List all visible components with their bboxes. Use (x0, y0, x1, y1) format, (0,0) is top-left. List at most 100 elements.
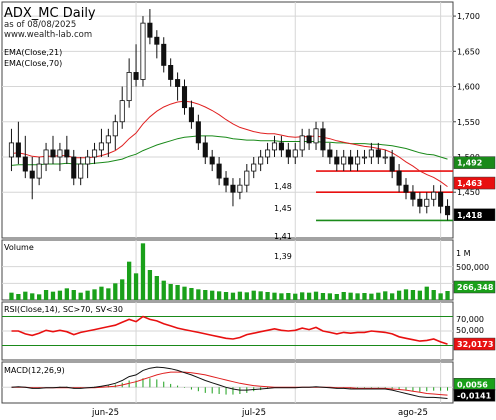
candle-body-47 (334, 156, 340, 165)
candle-body-14 (105, 135, 111, 144)
candle-body-25 (181, 86, 188, 109)
candle-body-63 (444, 205, 451, 216)
candle-body-50 (355, 156, 361, 165)
volume-bar-24 (175, 285, 180, 300)
candle-body-0 (8, 142, 15, 158)
volume-bar-1 (16, 294, 21, 300)
candle-body-32 (230, 184, 236, 193)
volume-bar-34 (244, 292, 249, 300)
candle-body-22 (161, 43, 167, 66)
price-tag-1-box (453, 176, 496, 190)
rsi-tick-70: 70,000 (456, 315, 484, 324)
candle-body-51 (361, 156, 368, 159)
candle-body-10 (78, 163, 84, 179)
level-lines (316, 170, 453, 222)
volume-bar-18 (133, 273, 139, 300)
source-url: www.wealth-lab.com (4, 30, 92, 40)
volume-bar-25 (182, 286, 187, 300)
ema21-line (11, 100, 448, 188)
candle-body-48 (341, 156, 347, 165)
price-tag-2-text: 1,418 (457, 211, 483, 220)
price-tag-0-box (453, 156, 496, 169)
volume-bar-52 (369, 293, 374, 300)
candle-body-18 (133, 72, 139, 80)
volume-bar-32 (230, 292, 236, 300)
ema-lines (11, 100, 448, 188)
rsi-pane (2, 315, 453, 346)
level-label-1-41: 1,41 (274, 232, 292, 241)
candle-body-52 (368, 149, 374, 158)
price-tick-label-3: 1,550 (457, 118, 480, 127)
level-label-1-45: 1,45 (274, 204, 292, 213)
candle-body-60 (424, 198, 430, 207)
candle-body-34 (244, 170, 250, 186)
candle-body-56 (396, 170, 402, 186)
volume-bar-8 (64, 288, 69, 300)
volume-tag-text: 266,348 (457, 283, 494, 292)
volume-bar-20 (147, 270, 153, 300)
volume-bar-12 (92, 289, 97, 300)
volume-bar-0 (9, 292, 14, 300)
volume-bar-60 (424, 286, 429, 300)
rsi-tag-text: 32,0173 (457, 340, 493, 349)
macd-line (11, 366, 448, 399)
rsi-line (11, 315, 448, 345)
price-tag-1-text: 1,463 (457, 179, 482, 188)
candle-body-44 (313, 128, 319, 144)
volume-bar-50 (355, 293, 360, 300)
candle-body-38 (271, 142, 278, 151)
candle-body-37 (265, 149, 271, 158)
volume-bar-11 (85, 290, 90, 300)
x-tick-jul: jul-25 (241, 408, 266, 418)
volume-bar-39 (279, 293, 284, 300)
candle-body-23 (168, 65, 174, 80)
volume-bar-9 (71, 290, 76, 300)
price-tick-label-2: 1,600 (457, 83, 480, 92)
candle-body-21 (154, 36, 160, 45)
ema70-label: EMA(Close,70) (4, 59, 62, 68)
x-tick-jun: jun-25 (91, 408, 119, 418)
macd-tag-1-text: -0,0141 (457, 391, 492, 400)
candle-body-35 (251, 163, 257, 172)
price-tag-2-box (453, 208, 496, 222)
price-tick-label-0: 1,700 (457, 12, 480, 21)
volume-bar-62 (438, 293, 443, 300)
volume-bar-35 (251, 290, 256, 300)
ema21-label: EMA(Close,21) (4, 48, 62, 57)
volume-bar-31 (223, 292, 229, 300)
candle-body-7 (57, 149, 63, 158)
volume-bar-14 (106, 288, 111, 300)
candle-body-53 (375, 149, 381, 158)
price-tag-0-text: 1,492 (457, 159, 482, 168)
chart-title: ADX_MC Daily (4, 6, 96, 21)
ema70-line (11, 135, 448, 166)
volume-bar-23 (168, 284, 173, 300)
macd-pane (11, 366, 449, 399)
volume-bar-30 (216, 291, 222, 300)
candle-body-30 (216, 163, 222, 179)
volume-bar-16 (120, 279, 125, 300)
volume-bar-41 (293, 293, 298, 300)
candle-body-19 (140, 22, 146, 80)
price-tags: 1,492 1,463 1,418 266,348 32,0173 0,0056 -0,01… (453, 156, 496, 402)
volume-bar-54 (383, 291, 388, 300)
macd-title: MACD(12,26,9) (4, 366, 65, 375)
rsi-tick-50: 50,000 (456, 326, 484, 335)
candle-body-12 (91, 149, 98, 158)
as-of-date: as of 08/08/2025 (4, 20, 76, 30)
frame-macd (1, 361, 454, 404)
volume-bar-57 (403, 289, 409, 300)
volume-bar-15 (113, 283, 118, 300)
macd-tag-0-text: 0,0056 (457, 380, 488, 389)
candle-body-42 (299, 135, 305, 151)
volume-bar-47 (334, 294, 339, 300)
volume-bar-5 (43, 290, 49, 300)
candle-body-11 (85, 156, 91, 165)
volume-bar-22 (161, 280, 166, 300)
candle-body-55 (389, 156, 395, 172)
candle-body-39 (278, 142, 284, 151)
price-pane (8, 9, 453, 222)
volume-bar-63 (445, 291, 450, 300)
